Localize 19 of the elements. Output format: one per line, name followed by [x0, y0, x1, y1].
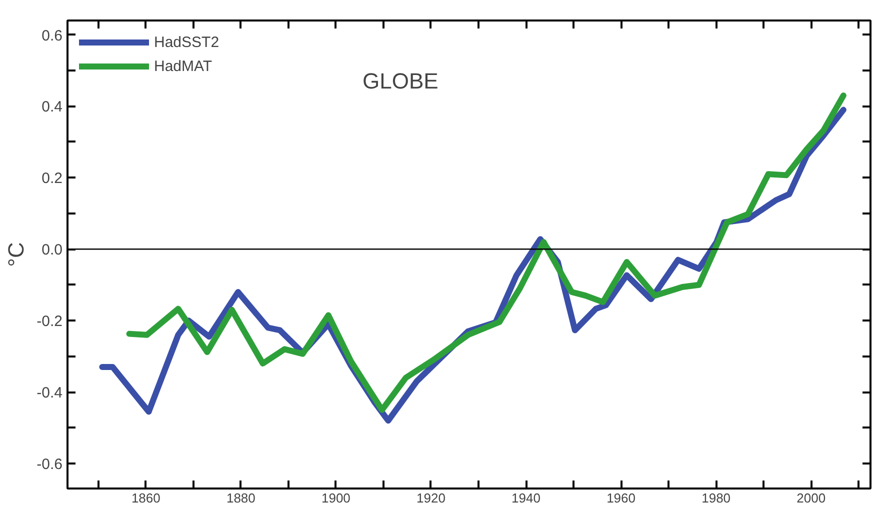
y-tick-label: -0.6 — [36, 456, 63, 473]
y-tick-label: -0.4 — [36, 384, 63, 402]
legend-label: HadMAT — [154, 58, 212, 74]
x-tick-label: 1880 — [226, 490, 256, 505]
x-tick-label: 1960 — [606, 490, 636, 505]
legend-label: HadSST2 — [154, 34, 220, 50]
y-tick-label: -0.2 — [36, 313, 63, 330]
y-tick-label: 0.6 — [42, 27, 63, 44]
y-axis-title: °C — [4, 242, 29, 267]
text: GLOBE — [362, 68, 438, 94]
x-tick-label: 1980 — [702, 490, 731, 505]
x-tick-label: 1900 — [322, 490, 350, 505]
x-tick-label: 1860 — [131, 490, 160, 505]
x-tick-label: 1920 — [416, 490, 446, 505]
y-tick-label: 0.0 — [42, 242, 63, 259]
y-tick-label: 0.2 — [42, 170, 63, 188]
x-tick-label: 2000 — [796, 490, 826, 505]
x-tick-label: 1940 — [512, 490, 540, 505]
y-tick-label: 0.4 — [42, 98, 63, 116]
